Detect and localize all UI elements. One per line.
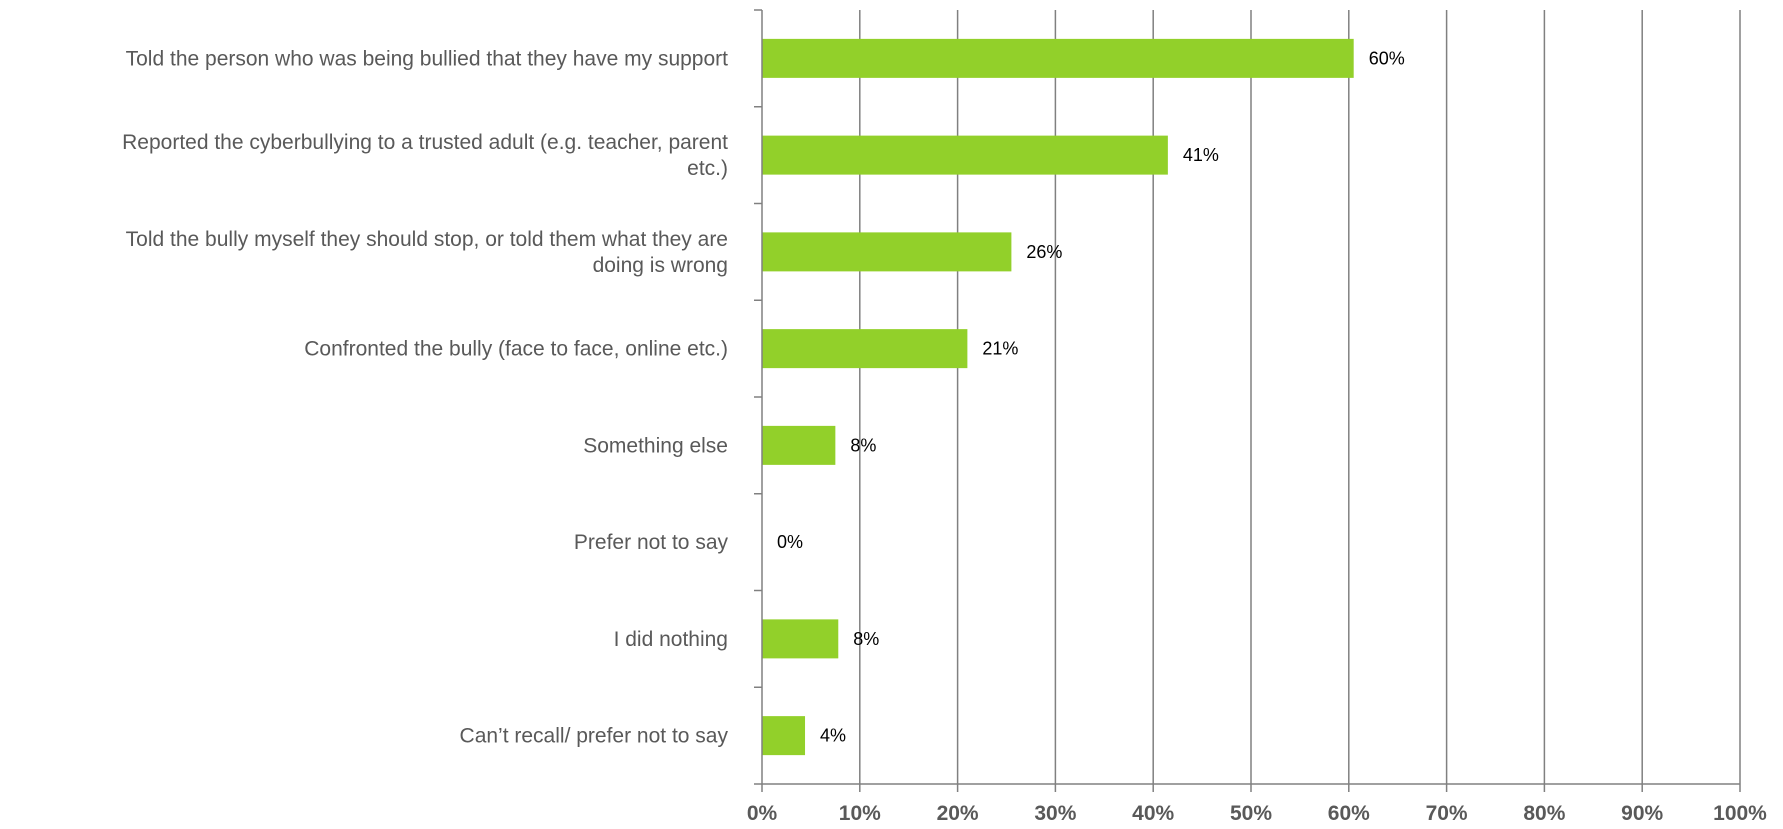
x-tick-label: 30% (1034, 802, 1076, 825)
x-tick-label: 10% (839, 802, 881, 825)
data-label: 4% (820, 726, 846, 746)
x-tick-label: 40% (1132, 802, 1174, 825)
bar (762, 329, 968, 369)
bar (762, 232, 1012, 272)
x-tick-label: 50% (1230, 802, 1272, 825)
data-label: 21% (982, 339, 1018, 359)
bar (762, 619, 839, 659)
data-label: 41% (1183, 145, 1219, 165)
bar (762, 38, 1354, 78)
x-tick-label: 100% (1713, 802, 1767, 825)
category-label: Confronted the bully (face to face, onli… (304, 338, 728, 361)
x-tick-label: 80% (1523, 802, 1565, 825)
gridlines (859, 10, 1741, 784)
x-tick-label: 70% (1426, 802, 1468, 825)
bar (762, 716, 806, 756)
category-label: Reported the cyberbullying to a trusted … (122, 131, 728, 154)
axes (754, 9, 1741, 792)
category-label: etc.) (687, 157, 728, 180)
x-tick-label: 20% (937, 802, 979, 825)
x-tick-label: 90% (1621, 802, 1663, 825)
category-label: Told the bully myself they should stop, … (126, 228, 728, 251)
data-label: 26% (1026, 242, 1062, 262)
category-label: Something else (583, 434, 728, 457)
x-tick-label: 60% (1328, 802, 1370, 825)
bars (762, 38, 1354, 756)
category-label: Can’t recall/ prefer not to say (460, 725, 729, 748)
data-label: 0% (777, 532, 803, 552)
data-label: 60% (1369, 48, 1405, 68)
category-label: Told the person who was being bullied th… (126, 47, 729, 70)
x-tick-label: 0% (747, 802, 778, 825)
data-label: 8% (850, 435, 876, 455)
data-label: 8% (853, 629, 879, 649)
bar (762, 135, 1168, 175)
category-label: doing is wrong (593, 254, 728, 277)
labels: 60% Told the person who was being bullied… (122, 47, 1767, 825)
bar (762, 425, 836, 465)
category-label: I did nothing (614, 628, 728, 651)
category-label: Prefer not to say (574, 531, 729, 554)
